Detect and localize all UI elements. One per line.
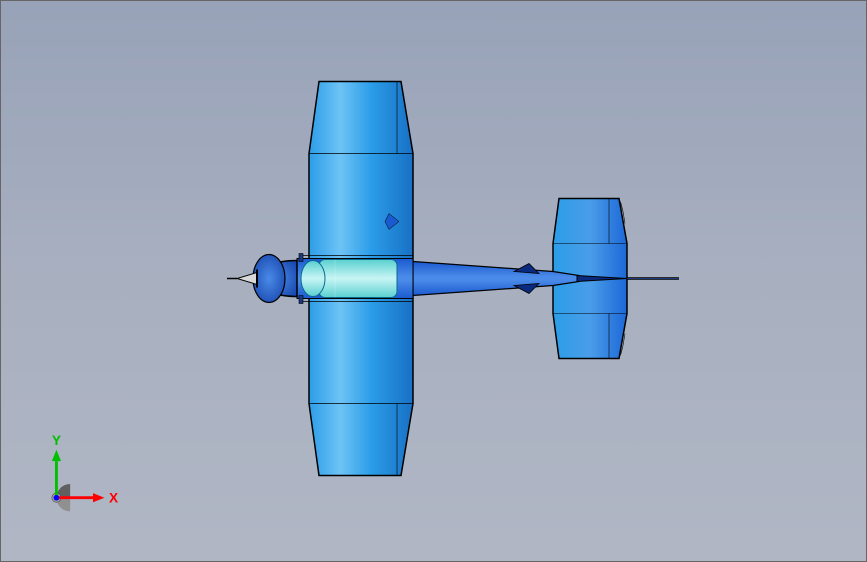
propeller-spinner: [227, 270, 257, 288]
tail-cone: [413, 262, 679, 296]
origin-triad[interactable]: X Y: [45, 452, 125, 532]
canopy: [301, 260, 397, 298]
y-axis-label: Y: [52, 433, 61, 448]
x-axis-label: X: [109, 490, 119, 505]
engine-cowling: [253, 255, 297, 303]
cad-viewport[interactable]: X Y: [0, 0, 867, 562]
z-axis-indicator: [54, 495, 60, 501]
aircraft-model[interactable]: [179, 64, 689, 499]
